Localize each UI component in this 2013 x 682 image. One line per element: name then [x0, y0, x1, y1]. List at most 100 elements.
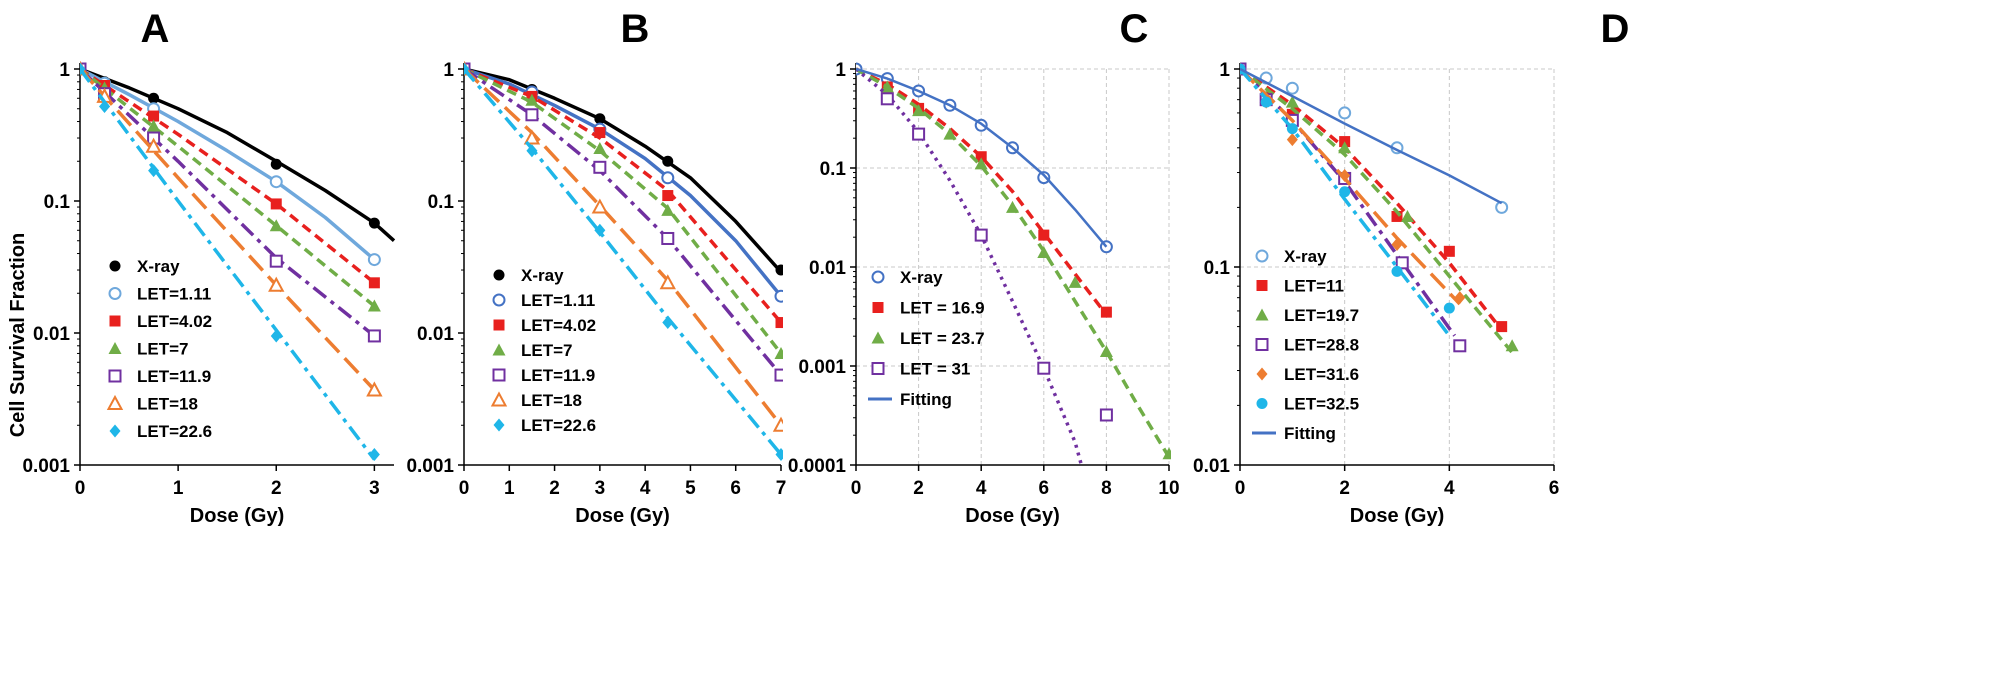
data-point-let-11-9	[774, 368, 783, 382]
legend-label-let-7: LET=7	[137, 340, 189, 359]
legend-label-let-4-02: LET=4.02	[137, 312, 212, 331]
data-point-let-16-9	[1100, 306, 1112, 318]
data-point-let-11-9	[525, 108, 539, 122]
legend-swatch-x-ray	[1255, 249, 1269, 263]
y-tick-label: 1	[59, 60, 70, 81]
legend-label-let-18: LET=18	[137, 395, 198, 414]
data-point-let-11-9	[593, 160, 607, 174]
legend-swatch-x-ray	[109, 260, 121, 272]
data-point-let-18	[145, 137, 162, 153]
fit-line-let-22-6	[464, 67, 783, 456]
data-point-let-4-02	[148, 110, 160, 122]
data-point-let-7	[269, 219, 283, 232]
data-point-let-11-9	[661, 231, 675, 245]
y-tick-label: 0.001	[406, 456, 454, 477]
data-point-let-19-7	[1338, 141, 1352, 154]
legend-swatch-let-18	[106, 394, 124, 410]
legend-swatch-let-7	[492, 343, 506, 356]
data-point-let-7	[147, 119, 161, 132]
data-point-x-ray	[1338, 106, 1352, 120]
legend-label-let-7: LET=7	[521, 341, 573, 360]
data-point-x-ray	[594, 113, 606, 125]
data-point-let-23-7	[1037, 246, 1051, 259]
fit-line-let-1-11	[464, 67, 783, 298]
data-point-x-ray	[1037, 171, 1051, 185]
x-tick-label: 3	[369, 478, 380, 499]
legend-swatch-let-19-7	[1255, 308, 1269, 321]
y-tick-label: 1	[835, 60, 846, 81]
legend-swatch-let-23-7	[871, 331, 885, 344]
data-point-let-23-7	[974, 157, 988, 170]
fit-line-fitting	[1240, 67, 1503, 205]
data-point-let-31-6	[1454, 291, 1466, 305]
x-tick-label: 3	[595, 478, 606, 499]
data-point-let-16-9	[1038, 229, 1050, 241]
legend-swatch-let-4-02	[109, 315, 121, 327]
legend-swatch-let-16-9	[872, 302, 884, 313]
x-tick-label: 0	[1235, 478, 1246, 499]
data-point-let-4-02	[594, 127, 606, 139]
x-tick-label: 10	[1158, 478, 1179, 499]
data-point-let-11-9	[367, 329, 381, 343]
y-axis-label: Cell Survival Fraction	[7, 233, 29, 438]
x-axis-label: Dose (Gy)	[575, 505, 669, 527]
x-tick-label: 2	[1339, 478, 1350, 499]
legend-label-x-ray: X-ray	[1284, 247, 1327, 266]
data-point-let-18	[268, 276, 285, 292]
data-point-let-23-7	[1162, 447, 1171, 460]
data-point-let-32-5	[1260, 96, 1272, 108]
legend-label-let-19-7: LET=19.7	[1284, 306, 1359, 325]
fit-line-let-22-6	[80, 67, 376, 461]
data-point-let-32-5	[1339, 186, 1351, 198]
fit-line-fitting	[856, 67, 1108, 248]
legend: X-ray LET=1.11 LET=4.02 LET=7 LET=11.9 LET=18…	[106, 257, 212, 441]
data-point-x-ray	[368, 217, 380, 229]
panel-letter-a: A	[141, 7, 170, 51]
data-point-let-11	[1391, 210, 1403, 222]
legend-label-x-ray: X-ray	[521, 266, 564, 285]
fit-line-let-1-11	[80, 67, 376, 261]
x-tick-label: 2	[549, 478, 560, 499]
y-tick-label: 0.1	[1204, 258, 1231, 279]
data-point-let-22-6	[148, 164, 160, 178]
x-tick-label: 8	[1101, 478, 1112, 499]
y-tick-label: 1	[443, 60, 454, 81]
legend-label-let-11-9: LET=11.9	[137, 367, 211, 386]
y-tick-label: 0.01	[417, 324, 454, 345]
data-point-let-22-6	[594, 223, 606, 237]
chart-panel-b: 0.001 0.01 0.1 1 0 1 2 3 4 5 6 7 Dose (Gy) X-ray LET=1…	[406, 60, 786, 527]
legend-label-let-31: LET = 31	[900, 360, 970, 379]
x-tick-label: 1	[504, 478, 515, 499]
legend-swatch-let-1-11	[492, 293, 506, 307]
data-point-let-28-8	[1395, 256, 1409, 270]
legend-swatch-let-11-9	[492, 368, 506, 382]
data-point-let-7	[661, 203, 675, 216]
data-point-let-4-02	[368, 277, 380, 289]
data-point-x-ray	[270, 158, 282, 170]
data-point-let-4-02	[270, 198, 282, 210]
legend-label-let-22-6: LET=22.6	[137, 422, 212, 441]
x-tick-label: 6	[1039, 478, 1050, 499]
x-axis-label: Dose (Gy)	[1350, 505, 1444, 527]
legend: X-ray LET=11 LET=19.7 LET=28.8 LET=31.6 LET=3…	[1252, 247, 1359, 443]
plot-area	[464, 61, 783, 462]
data-point-let-31	[880, 92, 894, 106]
panel-letter-c: C	[1120, 7, 1149, 51]
legend-swatch-let-4-02	[493, 319, 505, 331]
legend-label-let-1-11: LET=1.11	[137, 285, 211, 304]
data-point-let-22-6	[80, 62, 86, 76]
data-point-x-ray	[1495, 200, 1509, 214]
data-point-let-32-5	[1286, 123, 1298, 135]
fit-line-let-19-7	[1240, 67, 1514, 354]
x-tick-label: 6	[730, 478, 741, 499]
legend-swatch-x-ray	[871, 270, 885, 284]
data-point-let-19-7	[1505, 339, 1519, 352]
data-point-x-ray	[148, 92, 160, 104]
data-point-let-18	[591, 198, 609, 214]
x-axis-label: Dose (Gy)	[965, 505, 1059, 527]
legend-swatch-let-32-5	[1256, 398, 1268, 409]
data-point-let-1-11	[661, 171, 675, 185]
legend-label-let-16-9: LET = 16.9	[900, 299, 985, 318]
legend: X-ray LET = 16.9 LET = 23.7 LET = 31 Fitting	[868, 268, 985, 409]
